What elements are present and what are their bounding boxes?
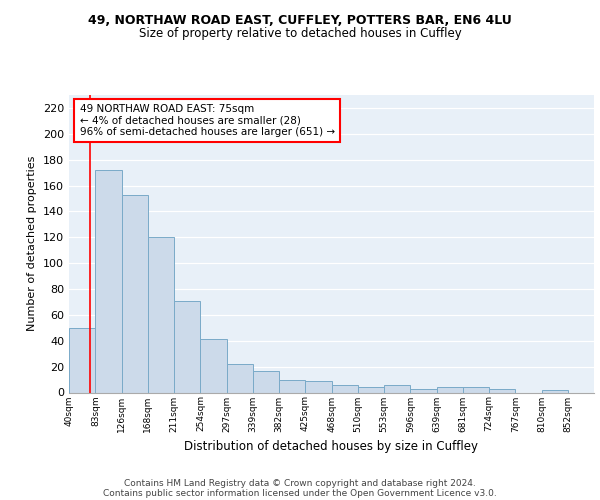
Text: Size of property relative to detached houses in Cuffley: Size of property relative to detached ho… bbox=[139, 28, 461, 40]
Bar bbox=[174, 300, 200, 392]
Bar bbox=[489, 388, 515, 392]
Bar bbox=[410, 388, 437, 392]
Bar bbox=[69, 328, 95, 392]
Bar bbox=[122, 194, 148, 392]
Bar bbox=[148, 238, 174, 392]
Bar bbox=[279, 380, 305, 392]
Text: 49, NORTHAW ROAD EAST, CUFFLEY, POTTERS BAR, EN6 4LU: 49, NORTHAW ROAD EAST, CUFFLEY, POTTERS … bbox=[88, 14, 512, 27]
Bar bbox=[200, 340, 227, 392]
Bar bbox=[463, 388, 489, 392]
Bar bbox=[95, 170, 122, 392]
Bar bbox=[305, 381, 332, 392]
Bar bbox=[227, 364, 253, 392]
Bar bbox=[542, 390, 568, 392]
Bar bbox=[384, 384, 410, 392]
Bar bbox=[332, 384, 358, 392]
Text: Contains public sector information licensed under the Open Government Licence v3: Contains public sector information licen… bbox=[103, 488, 497, 498]
Text: 49 NORTHAW ROAD EAST: 75sqm
← 4% of detached houses are smaller (28)
96% of semi: 49 NORTHAW ROAD EAST: 75sqm ← 4% of deta… bbox=[79, 104, 335, 137]
Bar bbox=[437, 388, 463, 392]
X-axis label: Distribution of detached houses by size in Cuffley: Distribution of detached houses by size … bbox=[185, 440, 479, 453]
Bar bbox=[358, 388, 384, 392]
Bar bbox=[253, 370, 279, 392]
Y-axis label: Number of detached properties: Number of detached properties bbox=[28, 156, 37, 332]
Text: Contains HM Land Registry data © Crown copyright and database right 2024.: Contains HM Land Registry data © Crown c… bbox=[124, 478, 476, 488]
